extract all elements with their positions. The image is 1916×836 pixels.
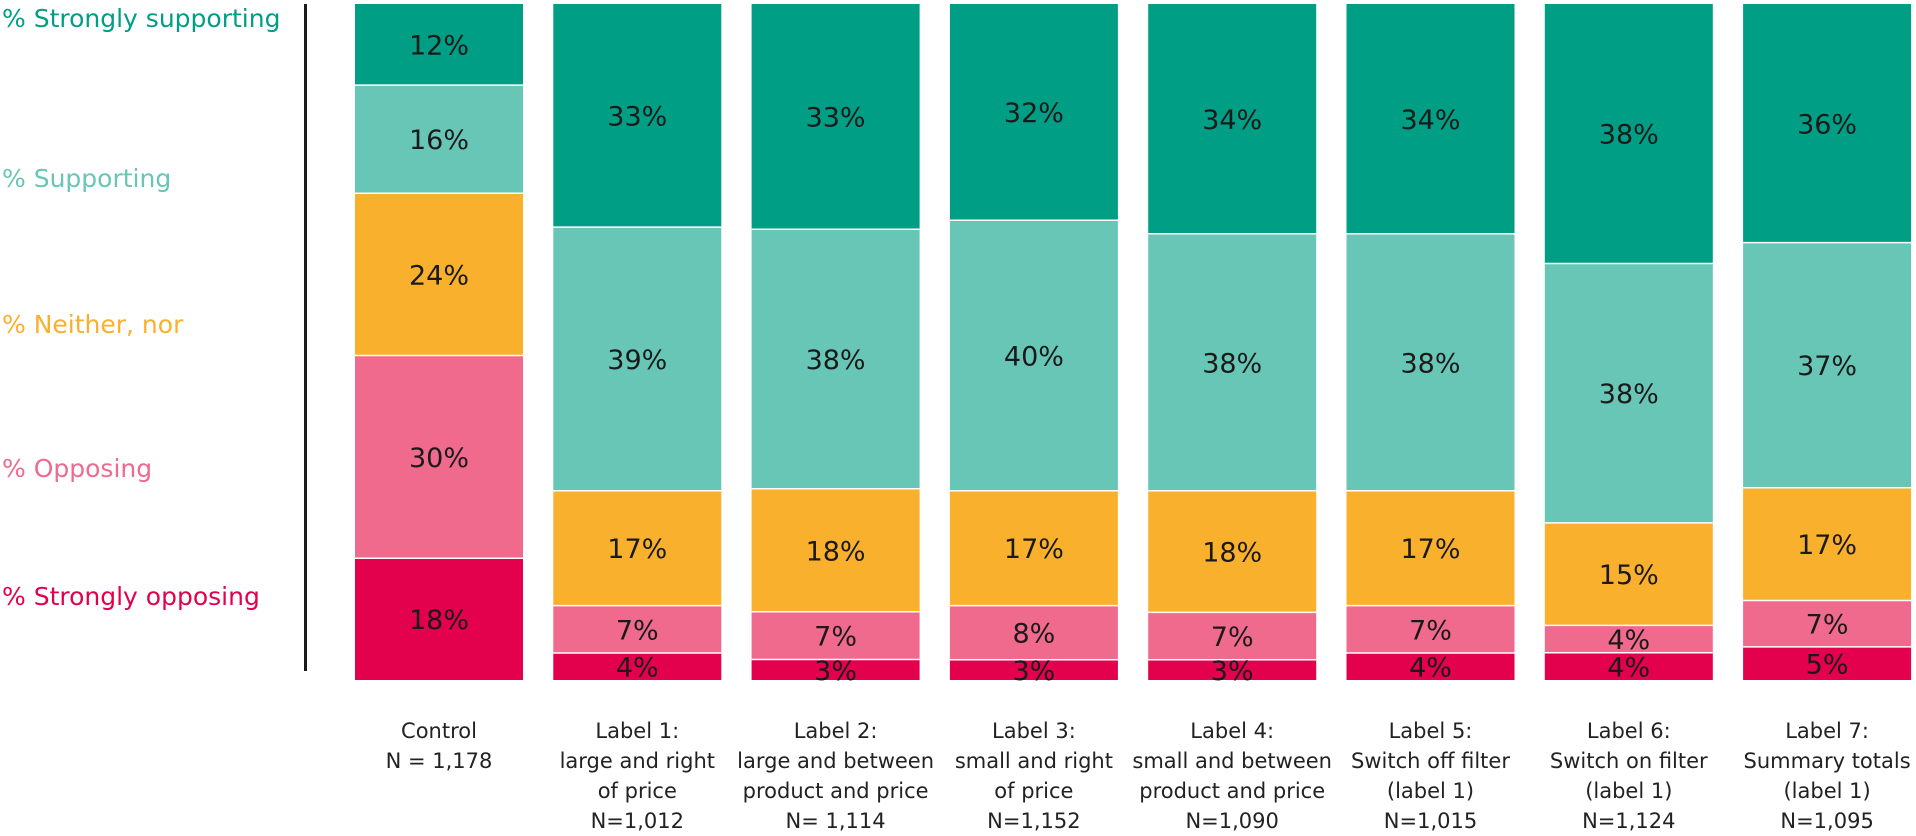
category-label-control: Control N = 1,178: [385, 719, 493, 773]
data-label-cat0-series1: 16%: [409, 125, 469, 156]
bar-segment-cat4-series1: [1148, 233, 1317, 491]
bar-segment-cat1-series4: [553, 653, 722, 680]
legend-item-neither-nor: % Neither, nor: [2, 310, 184, 339]
bar-segment-cat6-series3: [1544, 625, 1713, 653]
data-label-cat7-series3: 7%: [1806, 610, 1849, 641]
bar-segment-cat4-series3: [1148, 612, 1317, 660]
bar-segment-cat3-series0: [949, 4, 1118, 221]
bar-segment-cat3-series3: [949, 605, 1118, 660]
bar-segment-cat3-series4: [949, 659, 1118, 680]
bar-segment-cat1-series3: [553, 605, 722, 653]
data-label-cat6-series0: 38%: [1599, 120, 1659, 151]
category-label-label-2: Label 2: large and between product and p…: [737, 719, 935, 833]
y-axis-line: [304, 4, 307, 671]
category-label-label-4: Label 4: small and between product and p…: [1132, 719, 1332, 833]
data-label-cat1-series0: 33%: [607, 102, 667, 133]
bar-segment-cat0-series1: [355, 85, 523, 194]
data-label-cat1-series2: 17%: [607, 534, 667, 565]
data-label-cat3-series1: 40%: [1004, 342, 1064, 373]
data-label-cat1-series4: 4%: [616, 653, 659, 684]
category-label-label-5: Label 5: Switch off filter (label 1) N=1…: [1351, 719, 1510, 833]
bar-segment-cat4-series4: [1148, 659, 1317, 680]
bar-segment-cat1-series2: [553, 490, 722, 606]
bar-segment-cat7-series4: [1743, 646, 1912, 680]
bar-segment-cat4-series2: [1148, 490, 1317, 613]
data-label-cat0-series2: 24%: [409, 260, 469, 291]
data-label-cat3-series3: 8%: [1012, 619, 1055, 650]
bar-segment-cat0-series3: [355, 355, 523, 559]
data-label-cat7-series4: 5%: [1806, 649, 1849, 680]
data-label-cat4-series0: 34%: [1202, 105, 1262, 136]
bar-segment-cat5-series4: [1346, 653, 1515, 680]
bar-segment-cat4-series0: [1148, 4, 1317, 234]
data-label-cat2-series3: 7%: [814, 622, 857, 653]
data-label-cat6-series1: 38%: [1599, 379, 1659, 410]
category-label-label-6: Label 6: Switch on filter (label 1) N=1,…: [1549, 719, 1708, 833]
bar-segment-cat2-series1: [751, 229, 920, 489]
bar-segment-cat7-series0: [1743, 4, 1912, 243]
category-label-label-3: Label 3: small and right of price N=1,15…: [954, 719, 1113, 833]
data-label-cat2-series0: 33%: [806, 103, 866, 134]
data-label-cat3-series2: 17%: [1004, 534, 1064, 565]
bar-segment-cat6-series1: [1544, 263, 1713, 523]
data-label-cat4-series3: 7%: [1211, 622, 1254, 653]
bar-segment-cat1-series1: [553, 227, 722, 491]
bar-segment-cat5-series0: [1346, 4, 1515, 234]
data-label-cat6-series3: 4%: [1607, 625, 1650, 656]
data-label-cat1-series1: 39%: [607, 345, 667, 376]
bar-segment-cat0-series2: [355, 193, 523, 356]
data-label-cat7-series0: 36%: [1797, 109, 1857, 140]
bar-segment-cat5-series3: [1346, 605, 1515, 653]
bar-segment-cat7-series2: [1743, 487, 1912, 601]
legend-item-opposing: % Opposing: [2, 454, 153, 483]
data-label-cat3-series0: 32%: [1004, 98, 1064, 129]
data-label-cat6-series4: 4%: [1607, 652, 1650, 683]
bar-segment-cat6-series2: [1544, 522, 1713, 626]
data-label-cat7-series2: 17%: [1797, 530, 1857, 561]
data-label-cat0-series4: 18%: [409, 605, 469, 636]
legend-item-strongly-opposing: % Strongly opposing: [2, 582, 260, 611]
data-label-cat2-series2: 18%: [806, 536, 866, 567]
data-label-cat6-series2: 15%: [1599, 560, 1659, 591]
data-label-cat5-series4: 4%: [1409, 653, 1452, 684]
bar-segment-cat2-series3: [751, 611, 920, 660]
bar-segment-cat0-series4: [355, 558, 523, 680]
data-label-cat1-series3: 7%: [616, 615, 659, 646]
bar-segment-cat7-series3: [1743, 600, 1912, 647]
data-label-cat4-series4: 3%: [1211, 656, 1254, 687]
data-label-cat5-series1: 38%: [1400, 348, 1460, 379]
data-label-cat7-series1: 37%: [1797, 351, 1857, 382]
category-label-label-7: Label 7: Summary totals (label 1) N=1,09…: [1743, 719, 1911, 833]
legend-item-supporting: % Supporting: [2, 164, 172, 193]
data-label-cat5-series0: 34%: [1400, 105, 1460, 136]
bar-segment-cat2-series2: [751, 488, 920, 612]
data-label-cat0-series0: 12%: [409, 31, 469, 62]
bar-segment-cat5-series1: [1346, 233, 1515, 491]
data-label-cat5-series2: 17%: [1400, 534, 1460, 565]
data-label-cat0-series3: 30%: [409, 443, 469, 474]
bar-segment-cat6-series0: [1544, 4, 1713, 264]
data-label-cat5-series3: 7%: [1409, 615, 1452, 646]
bar-segment-cat7-series1: [1743, 242, 1912, 488]
bar-segment-cat2-series0: [751, 4, 920, 230]
bar-segment-cat3-series1: [949, 220, 1118, 491]
bar-segment-cat1-series0: [553, 4, 722, 228]
category-label-label-1: Label 1: large and right of price N=1,01…: [559, 719, 715, 833]
data-label-cat4-series2: 18%: [1202, 538, 1262, 569]
bar-segment-cat3-series2: [949, 490, 1118, 606]
bar-segment-cat6-series4: [1544, 652, 1713, 680]
bar-segment-cat0-series0: [355, 4, 523, 86]
data-label-cat2-series4: 3%: [814, 656, 857, 687]
data-label-cat4-series1: 38%: [1202, 348, 1262, 379]
data-label-cat3-series4: 3%: [1012, 656, 1055, 687]
legend-item-strongly-supporting: % Strongly supporting: [2, 4, 281, 33]
bar-segment-cat5-series2: [1346, 490, 1515, 606]
data-label-cat2-series1: 38%: [806, 345, 866, 376]
bar-segment-cat2-series4: [751, 659, 920, 680]
